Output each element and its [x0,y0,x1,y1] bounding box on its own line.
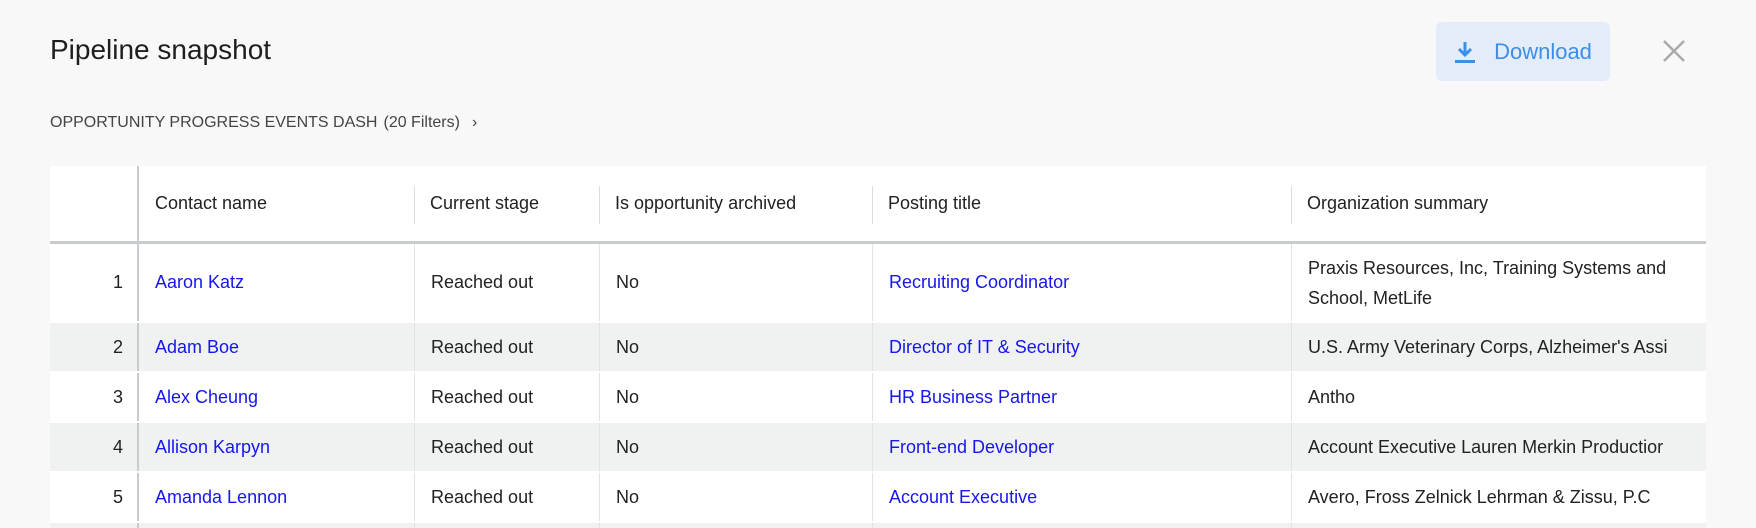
archived-cell: No [599,244,872,321]
archived-cell: No [599,323,872,371]
organization-summary-cell: Praxis Resources, Inc, Training Systems … [1308,257,1667,308]
table-header-row: Contact name Current stage Is opportunit… [50,166,1706,244]
archived-cell: No [616,486,640,507]
row-index: 3 [112,386,123,407]
current-stage-cell: Reached out [414,244,599,321]
row-index: 2 [112,336,123,357]
current-stage-cell: Reached out [414,373,599,421]
chevron-right-icon: › [471,114,478,131]
table-row: 4 Allison Karpyn Reached out No Front-end De… [50,423,1706,473]
row-index: 1 [50,244,139,321]
table-row: 5 Amanda Lennon Reached out No Account Execu… [50,473,1706,523]
row-index: 3 [50,373,139,421]
breadcrumb-filters: (20 Filters) [383,114,460,131]
posting-title-cell: Account Executive [872,473,1291,521]
organization-summary-cell: Avero, Fross Zelnick Lehrman & Zissu, P.… [1291,473,1706,521]
empty-cell [599,523,872,528]
contact-name-link[interactable]: Adam Boe [155,336,240,357]
empty-cell [872,523,1291,528]
posting-title-cell: HR Business Partner [872,373,1291,421]
archived-cell: No [616,386,640,407]
contact-name-cell: Adam Boe [139,323,414,371]
row-index: 4 [112,436,123,457]
archived-cell: No [616,336,640,357]
contact-name-cell: Allison Karpyn [139,423,414,471]
current-stage-cell: Reached out [414,473,599,521]
archived-cell: No [599,373,872,421]
row-index: 5 [112,486,123,507]
row-index: 1 [112,272,123,292]
current-stage-cell: Reached out [414,423,599,471]
empty-cell [139,523,414,528]
posting-title-cell: Recruiting Coordinator [872,244,1291,321]
close-icon[interactable] [1660,36,1688,66]
organization-summary-cell: U.S. Army Veterinary Corps, Alzheimer's … [1291,323,1706,371]
archived-cell: No [599,473,872,521]
column-header-is-archived[interactable]: Is opportunity archived [599,166,872,241]
current-stage-cell: Reached out [431,386,534,407]
table-row-partial [50,523,1706,528]
column-header-contact-name[interactable]: Contact name [155,193,268,213]
contact-name-cell: Amanda Lennon [139,473,414,521]
contact-name-cell: Alex Cheung [139,373,414,421]
row-index: 5 [50,473,139,521]
current-stage-cell: Reached out [431,272,534,292]
contact-name-link[interactable]: Allison Karpyn [155,436,271,457]
current-stage-cell: Reached out [431,436,534,457]
current-stage-cell: Reached out [431,336,534,357]
column-header-current-stage[interactable]: Current stage [414,166,599,241]
empty-cell [414,523,599,528]
download-icon [1455,41,1476,63]
breadcrumb-dashboard: OPPORTUNITY PROGRESS EVENTS DASH [50,114,378,131]
empty-cell [1291,523,1706,528]
posting-title-cell: Front-end Developer [872,423,1291,471]
posting-title-link[interactable]: Recruiting Coordinator [889,272,1070,292]
organization-summary-cell: Account Executive Lauren Merkin Producti… [1308,436,1664,457]
organization-summary-cell: Avero, Fross Zelnick Lehrman & Zissu, P.… [1308,486,1651,507]
contact-name-cell: Aaron Katz [139,244,414,321]
organization-summary-cell: Antho [1308,386,1356,407]
column-header-posting-title[interactable]: Posting title [872,166,1291,241]
row-index: 2 [50,323,139,371]
data-table: Contact name Current stage Is opportunit… [50,166,1706,528]
posting-title-link[interactable]: HR Business Partner [889,386,1058,407]
breadcrumb[interactable]: OPPORTUNITY PROGRESS EVENTS DASH (20 Fil… [50,114,477,132]
current-stage-cell: Reached out [431,486,534,507]
table-row: 1 Aaron Katz Reached out No Recruiting Coord… [50,244,1706,323]
contact-name-link[interactable]: Aaron Katz [155,272,245,292]
current-stage-cell: Reached out [414,323,599,371]
archived-cell: No [616,436,640,457]
archived-cell: No [599,423,872,471]
organization-summary-cell: Praxis Resources, Inc, Training Systems … [1291,244,1706,321]
column-header-organization-summary[interactable]: Organization summary [1291,166,1706,241]
empty-cell [50,523,139,528]
organization-summary-cell: Antho [1291,373,1706,421]
contact-name-link[interactable]: Amanda Lennon [155,486,288,507]
column-header-index [50,166,139,241]
posting-title-link[interactable]: Front-end Developer [889,436,1055,457]
table-row: 3 Alex Cheung Reached out No HR Business Par… [50,373,1706,423]
row-index: 4 [50,423,139,471]
archived-cell: No [616,272,640,292]
posting-title-link[interactable]: Account Executive [889,486,1038,507]
posting-title-link[interactable]: Director of IT & Security [889,336,1080,357]
contact-name-link[interactable]: Alex Cheung [155,386,259,407]
page-title: Pipeline snapshot [50,34,272,65]
download-label: Download [1494,38,1592,64]
table-row: 2 Adam Boe Reached out No Director of IT & S… [50,323,1706,373]
organization-summary-cell: U.S. Army Veterinary Corps, Alzheimer's … [1308,336,1668,357]
download-button[interactable]: Download [1436,22,1610,81]
organization-summary-cell: Account Executive Lauren Merkin Producti… [1291,423,1706,471]
posting-title-cell: Director of IT & Security [872,323,1291,371]
